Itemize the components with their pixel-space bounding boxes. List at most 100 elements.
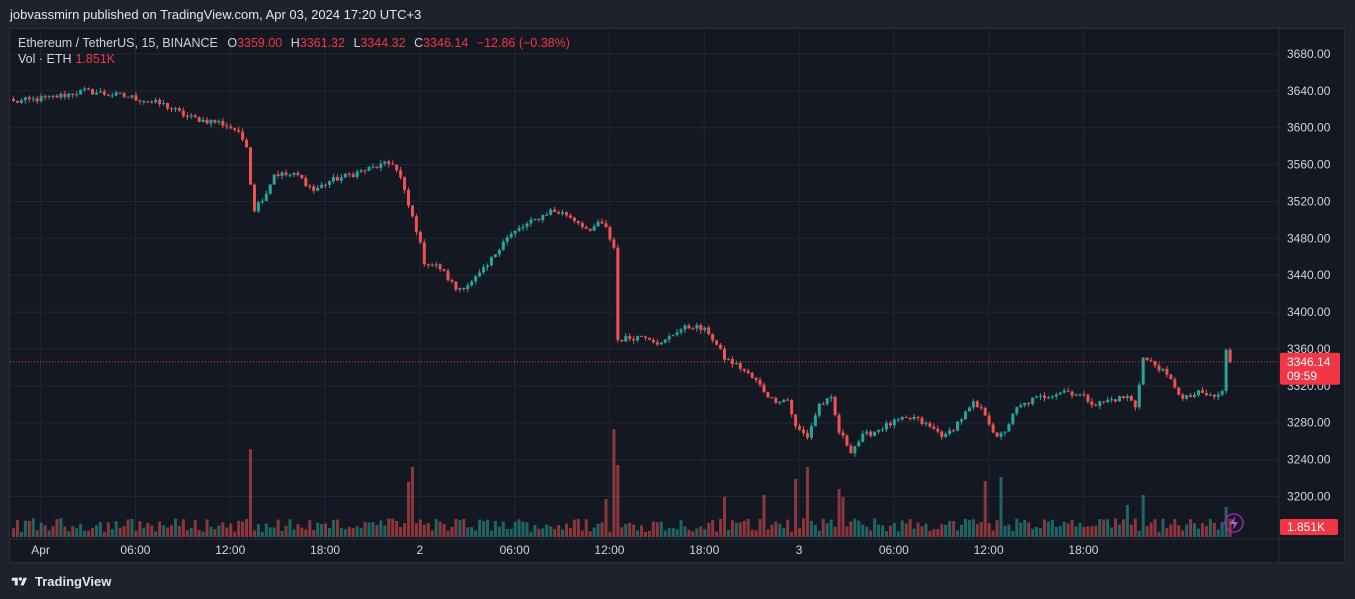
- candle-bearish: [754, 377, 758, 380]
- candle-bullish: [292, 173, 296, 175]
- footer-brand[interactable]: TradingView: [10, 574, 111, 589]
- volume-bar: [655, 522, 659, 537]
- candle-bearish: [146, 101, 150, 103]
- candle-bullish: [659, 342, 663, 345]
- chart-panel[interactable]: [9, 28, 1345, 563]
- candle-bullish: [359, 170, 363, 172]
- candle-bullish: [466, 285, 470, 290]
- volume-bar: [869, 530, 873, 537]
- candle-bearish: [245, 139, 249, 148]
- volume-bar: [715, 531, 719, 537]
- candle-bullish: [896, 419, 900, 421]
- candle-bearish: [426, 264, 430, 266]
- lightning-icon[interactable]: [1224, 513, 1244, 533]
- volume-bar: [971, 519, 975, 537]
- candle-bearish: [821, 403, 825, 405]
- candle-bullish: [1019, 405, 1023, 408]
- volume-bar: [505, 528, 509, 537]
- volume-bar: [991, 530, 995, 537]
- volume-bar: [632, 524, 636, 537]
- volume-bar: [43, 525, 47, 537]
- close-label: C: [414, 36, 424, 50]
- candle-bullish: [596, 221, 600, 227]
- volume-bar: [651, 521, 655, 537]
- candle-bearish: [106, 94, 110, 96]
- price-axis-label: 3440.00: [1287, 268, 1331, 282]
- candle-bearish: [446, 270, 450, 281]
- candle-bearish: [138, 100, 142, 102]
- volume-bar: [683, 526, 687, 537]
- candle-bullish: [94, 92, 98, 95]
- candle-bearish: [233, 128, 237, 131]
- volume-bar: [663, 530, 667, 537]
- volume-bar: [94, 525, 98, 537]
- volume-bar: [592, 527, 596, 537]
- volume-bar: [23, 520, 27, 537]
- volume-bar: [474, 530, 478, 537]
- candle-bearish: [414, 216, 418, 232]
- volume-bar: [422, 524, 426, 537]
- candle-bullish: [83, 88, 87, 90]
- volume-bar: [541, 528, 545, 537]
- volume-bar: [1153, 519, 1157, 537]
- volume-bar: [1015, 518, 1019, 537]
- candle-bearish: [987, 415, 991, 425]
- symbol-name[interactable]: Ethereum / TetherUS, 15, BINANCE: [18, 36, 218, 50]
- volume-bar: [493, 520, 497, 537]
- candle-bullish: [486, 265, 489, 267]
- candle-bearish: [1102, 401, 1106, 403]
- volume-bar: [837, 489, 841, 537]
- candle-bullish: [1050, 396, 1054, 398]
- candle-bullish: [260, 200, 264, 203]
- candle-bullish: [264, 193, 268, 201]
- candle-bullish: [379, 163, 383, 168]
- candle-bearish: [730, 359, 734, 365]
- candle-bearish: [928, 423, 932, 427]
- candle-bullish: [592, 226, 596, 231]
- candle-bearish: [1177, 387, 1181, 395]
- volume-bar: [395, 521, 399, 537]
- candle-bullish: [1003, 431, 1007, 433]
- volume-bar: [1094, 525, 1098, 537]
- candle-bullish: [956, 421, 960, 431]
- volume-bar: [1189, 519, 1193, 537]
- candle-bearish: [1114, 399, 1118, 402]
- volume-bar: [786, 519, 790, 537]
- volume-bar: [857, 520, 861, 537]
- candle-bearish: [687, 325, 691, 329]
- volume-bar: [699, 526, 703, 537]
- candle-bullish: [884, 423, 888, 430]
- candle-bearish: [12, 99, 15, 101]
- volume-bar: [470, 526, 474, 537]
- volume-bar: [628, 522, 632, 537]
- volume-bar: [1141, 495, 1145, 537]
- candle-bearish: [786, 399, 790, 401]
- volume-bar: [813, 524, 817, 537]
- volume-bar: [995, 520, 999, 537]
- volume-bar: [695, 528, 699, 537]
- candle-bullish: [154, 99, 158, 102]
- volume-bar: [687, 529, 691, 537]
- volume-bar: [138, 521, 142, 537]
- candle-bullish: [1197, 390, 1200, 396]
- candle-bearish: [166, 103, 170, 109]
- volume-bar: [588, 531, 592, 537]
- candle-bearish: [1082, 394, 1086, 396]
- candle-bullish: [912, 417, 916, 420]
- candle-bullish: [493, 254, 497, 258]
- candle-bullish: [39, 96, 43, 102]
- volume-bar: [525, 522, 529, 537]
- volume-bar: [458, 520, 462, 537]
- volume-bar: [979, 522, 983, 537]
- volume-bar: [454, 519, 458, 537]
- candle-bullish: [944, 433, 948, 437]
- candle-bearish: [908, 417, 912, 420]
- low-label: L: [353, 36, 361, 50]
- volume-bar: [410, 467, 414, 537]
- candle-bearish: [655, 342, 659, 345]
- volume-bar: [1039, 527, 1042, 537]
- volume-bar: [462, 518, 466, 537]
- volume-bar: [343, 529, 347, 537]
- volume-bar: [924, 523, 928, 537]
